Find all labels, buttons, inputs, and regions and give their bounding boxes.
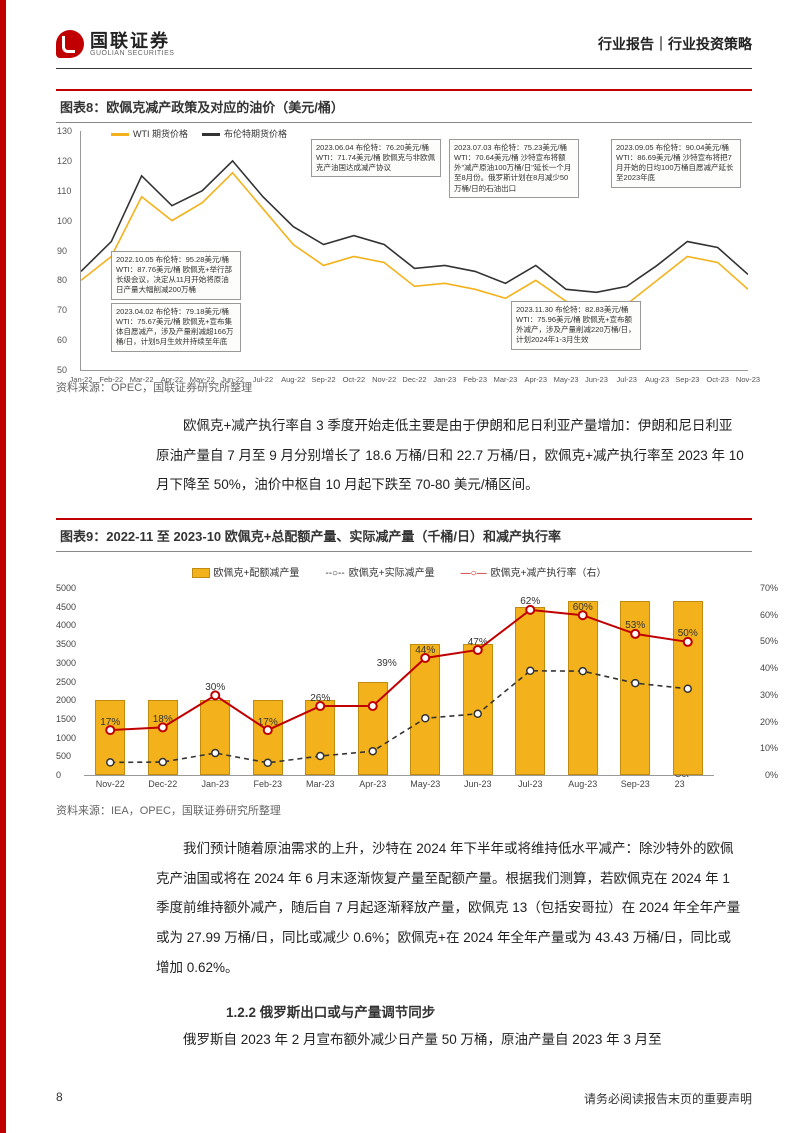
chart8-xtick: Sep-22 — [311, 375, 335, 384]
chart8-ytick: 110 — [57, 186, 71, 196]
chart8-xtick: Mar-22 — [130, 375, 154, 384]
chart9-xtick: Jul-23 — [518, 779, 543, 789]
chart8-callout: 2023.11.30 布伦特：82.83美元/桶 WTI：75.96美元/桶 欧… — [511, 301, 641, 350]
chart8-ytick: 50 — [57, 365, 67, 375]
chart8-xtick: Nov-23 — [736, 375, 760, 384]
chart8-xtick: Mar-23 — [494, 375, 518, 384]
chart9-ytick-left: 0 — [56, 770, 61, 780]
chart9-ytick-left: 3500 — [56, 639, 76, 649]
chart9-ytick-left: 1500 — [56, 714, 76, 724]
chart8-xtick: Jan-22 — [70, 375, 93, 384]
chart9-ytick-right: 30% — [760, 690, 778, 700]
chart9-xtick: May-23 — [410, 779, 440, 789]
chart8-ytick: 80 — [57, 275, 67, 285]
paragraph-2: 我们预计随着原油需求的上升，沙特在 2024 年下半年或将维持低水平减产：除沙特… — [56, 828, 752, 994]
chart9-ytick-right: 50% — [760, 636, 778, 646]
chart8-title: 图表8：欧佩克减产政策及对应的油价（美元/桶） — [56, 89, 752, 123]
page-number: 8 — [56, 1090, 63, 1107]
chart9-ytick-left: 2500 — [56, 677, 76, 687]
chart9-xtick: Aug-23 — [568, 779, 597, 789]
chart8-xtick: Dec-22 — [402, 375, 426, 384]
chart9-legend-quota: 欧佩克+配额减产量 — [214, 568, 300, 579]
header-category: 行业报告｜行业投资策略 — [598, 34, 752, 54]
chart8-ytick: 60 — [57, 335, 67, 345]
chart8-xtick: Apr-23 — [525, 375, 548, 384]
chart8-callout: 2022.10.05 布伦特：95.28美元/桶 WTI：87.76美元/桶 欧… — [111, 251, 241, 300]
chart9-ytick-right: 60% — [760, 610, 778, 620]
chart8-ytick: 90 — [57, 246, 67, 256]
chart8-callout: 2023.06.04 布伦特：76.20美元/桶 WTI：71.74美元/桶 欧… — [311, 139, 441, 177]
logo-block: 国联证券 GUOLIAN SECURITIES — [56, 30, 174, 58]
chart9-plot: 欧佩克+配额减产量 --○--欧佩克+实际减产量 —○—欧佩克+减产执行率（右）… — [84, 564, 748, 794]
chart8-plot: WTI 期货价格 布伦特期货价格 5060708090100110120130J… — [80, 131, 748, 371]
chart8-callout: 2023.04.02 布伦特：79.18美元/桶 WTI：75.67美元/桶 欧… — [111, 303, 241, 352]
chart8-xtick: May-22 — [190, 375, 215, 384]
footer-disclaimer: 请务必阅读报告末页的重要声明 — [584, 1090, 752, 1107]
chart8-xtick: Aug-23 — [645, 375, 669, 384]
logo-icon — [56, 30, 84, 58]
chart9-ytick-left: 1000 — [56, 733, 76, 743]
paragraph-3: 俄罗斯自 2023 年 2 月宣布额外减少日产量 50 万桶，原油产量自 202… — [56, 1025, 752, 1067]
chart9-ytick-left: 4000 — [56, 620, 76, 630]
chart9-xtick: Jan-23 — [201, 779, 229, 789]
chart9-xtick: Dec-22 — [148, 779, 177, 789]
chart8-xtick: Nov-22 — [372, 375, 396, 384]
chart9-ytick-left: 5000 — [56, 583, 76, 593]
logo-text-en: GUOLIAN SECURITIES — [90, 50, 174, 57]
chart8-xtick: May-23 — [554, 375, 579, 384]
chart8-ytick: 70 — [57, 305, 67, 315]
chart8-xtick: Jul-23 — [617, 375, 637, 384]
chart8-xtick: Aug-22 — [281, 375, 305, 384]
chart8-ytick: 100 — [57, 216, 72, 226]
chart9-legend-rate: 欧佩克+减产执行率（右） — [491, 568, 607, 579]
chart9-title: 图表9：2022-11 至 2023-10 欧佩克+总配额产量、实际减产量（千桶… — [56, 518, 752, 552]
chart8-xtick: Jan-23 — [433, 375, 456, 384]
chart8-callout: 2023.07.03 布伦特：75.23美元/桶 WTI：70.64美元/桶 沙… — [449, 139, 579, 198]
chart8-xtick: Jun-23 — [585, 375, 608, 384]
chart9-ytick-right: 70% — [760, 583, 778, 593]
chart8-xtick: Oct-22 — [343, 375, 366, 384]
chart9-xtick: Nov-22 — [96, 779, 125, 789]
chart8-xtick: Feb-23 — [463, 375, 487, 384]
chart8-ytick: 120 — [57, 156, 72, 166]
chart9-ytick-right: 0% — [765, 770, 778, 780]
chart9-ytick-right: 40% — [760, 663, 778, 673]
chart9-source: 资料来源：IEA，OPEC，国联证券研究所整理 — [56, 798, 752, 828]
logo-text-cn: 国联证券 — [90, 32, 174, 50]
chart9-xtick: Feb-23 — [253, 779, 282, 789]
chart8-xtick: Jul-22 — [253, 375, 273, 384]
chart9-ytick-left: 500 — [56, 751, 71, 761]
chart9-ytick-left: 4500 — [56, 602, 76, 612]
chart9-xtick: Jun-23 — [464, 779, 492, 789]
chart8-xtick: Jun-22 — [221, 375, 244, 384]
paragraph-1: 欧佩克+减产执行率自 3 季度开始走低主要是由于伊朗和尼日利亚产量增加：伊朗和尼… — [56, 405, 752, 512]
chart8-xtick: Sep-23 — [675, 375, 699, 384]
section-122-title: 1.2.2 俄罗斯出口或与产量调节同步 — [56, 1001, 752, 1021]
chart9-ytick-left: 2000 — [56, 695, 76, 705]
chart8-callout: 2023.09.05 布伦特：90.04美元/桶 WTI：86.69美元/桶 沙… — [611, 139, 741, 188]
chart8-xtick: Feb-22 — [99, 375, 123, 384]
chart8-xtick: Apr-22 — [161, 375, 184, 384]
chart9-xtick: Sep-23 — [621, 779, 650, 789]
page-footer: 8 请务必阅读报告末页的重要声明 — [56, 1090, 752, 1107]
chart9-legend: 欧佩克+配额减产量 --○--欧佩克+实际减产量 —○—欧佩克+减产执行率（右） — [84, 564, 714, 579]
chart9-legend-actual: 欧佩克+实际减产量 — [349, 568, 435, 579]
chart9-xtick: Apr-23 — [359, 779, 386, 789]
chart8-ytick: 130 — [57, 126, 72, 136]
chart9-ytick-right: 20% — [760, 717, 778, 727]
page-header: 国联证券 GUOLIAN SECURITIES 行业报告｜行业投资策略 — [56, 30, 752, 69]
chart9-ytick-left: 3000 — [56, 658, 76, 668]
chart9-ytick-right: 10% — [760, 743, 778, 753]
chart8-xtick: Oct-23 — [706, 375, 729, 384]
chart9-xtick: Mar-23 — [306, 779, 335, 789]
